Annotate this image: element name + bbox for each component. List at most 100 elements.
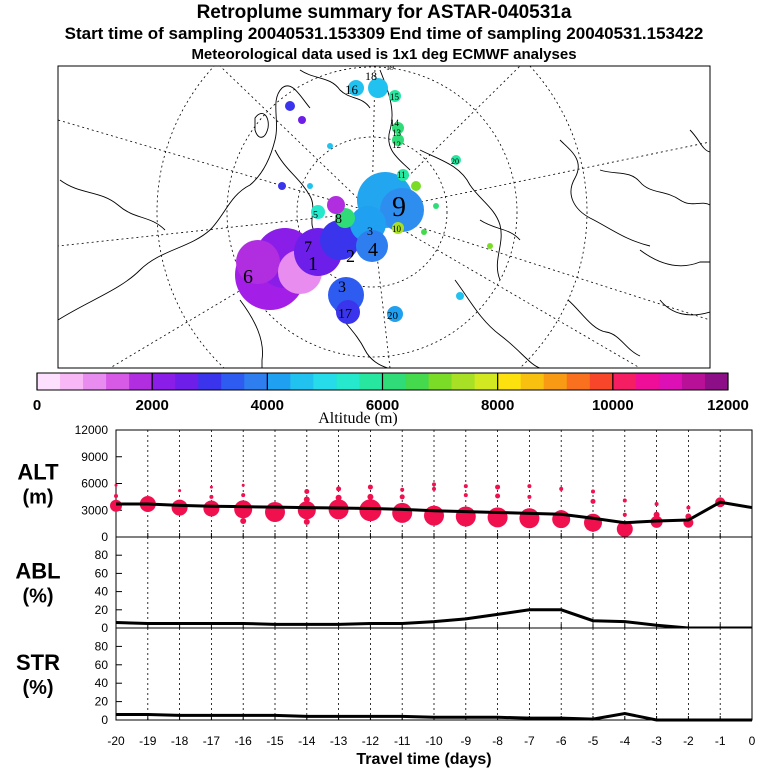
colorbar-tick-label: 10000 bbox=[592, 397, 634, 414]
map-label-16: 16 bbox=[345, 82, 359, 97]
y-tick-label: 9000 bbox=[81, 450, 108, 464]
map-label-17: 17 bbox=[338, 307, 352, 322]
plume-center-point bbox=[265, 502, 285, 523]
str-line bbox=[116, 712, 752, 722]
plume-center-point bbox=[424, 505, 444, 526]
plume-center-point bbox=[616, 520, 633, 537]
colorbar-cell bbox=[382, 373, 407, 390]
map-panel: 1 2 3 4 5 6 7 8 9 10 11 12 13 14 15 16 1… bbox=[57, 65, 711, 369]
y-tick-label: 0 bbox=[101, 621, 108, 635]
y-tick-label: 12000 bbox=[75, 423, 109, 437]
mean-altitude-line bbox=[116, 500, 753, 525]
altitude-scatter-point bbox=[367, 493, 374, 500]
x-tick-label: -9 bbox=[460, 734, 471, 748]
map-label-14: 14 bbox=[390, 118, 400, 128]
latitude-circles bbox=[156, 66, 588, 368]
x-tick-label: -1 bbox=[715, 734, 726, 748]
map-label-9: 9 bbox=[392, 192, 406, 223]
plume-center-point bbox=[359, 499, 382, 522]
map-label-15: 15 bbox=[390, 92, 400, 102]
y-tick-label: 60 bbox=[95, 566, 109, 580]
map-label-5: 5 bbox=[313, 210, 318, 221]
colorbar-cell bbox=[198, 373, 222, 390]
colorbar-tick-label: 2000 bbox=[135, 397, 168, 414]
colorbar-tick-label: 0 bbox=[33, 397, 41, 414]
x-tick-label: -16 bbox=[235, 734, 253, 748]
plume-circle bbox=[278, 182, 286, 190]
altitude-scatter-point bbox=[622, 512, 627, 517]
colorbar-cell bbox=[589, 373, 614, 390]
altitude-scatter-point bbox=[209, 485, 213, 489]
plume-circle bbox=[392, 134, 404, 146]
colorbar-cell bbox=[451, 373, 476, 390]
colorbar-tick-label: 12000 bbox=[707, 397, 749, 414]
altitude-scatter-point bbox=[527, 494, 532, 499]
colorbar-cell bbox=[336, 373, 360, 390]
colorbar-cell bbox=[520, 373, 545, 390]
map-label-1: 1 bbox=[308, 253, 318, 275]
colorbar-cell bbox=[175, 373, 199, 390]
altitude-scatter-point bbox=[527, 484, 532, 489]
plume-circle bbox=[397, 169, 409, 181]
map-label-7: 7 bbox=[304, 239, 312, 256]
altitude-scatter-point bbox=[240, 517, 247, 524]
altitude-scatter-point bbox=[686, 505, 691, 510]
colorbar-cell bbox=[83, 373, 107, 390]
y-tick-label: 60 bbox=[95, 658, 109, 672]
plume-circle bbox=[368, 78, 388, 98]
x-tick-label: -12 bbox=[362, 734, 380, 748]
altitude-scatter-point bbox=[432, 486, 436, 491]
panel-unit-str: (%) bbox=[22, 677, 53, 699]
x-tick-label: -6 bbox=[556, 734, 567, 748]
sampling-times: Start time of sampling 20040531.153309 E… bbox=[64, 24, 704, 43]
plume-circle bbox=[285, 101, 295, 111]
altitude-scatter-point bbox=[241, 493, 246, 498]
x-tick-label: -14 bbox=[298, 734, 316, 748]
colorbar-tick-label: 8000 bbox=[481, 397, 514, 414]
plume-center-point bbox=[487, 507, 508, 528]
altitude-scatter-point bbox=[400, 487, 405, 492]
altitude-scatter-point bbox=[367, 484, 373, 490]
plume-center-point bbox=[203, 500, 220, 517]
altitude-scatter-point bbox=[591, 489, 595, 494]
plume-circle bbox=[451, 155, 461, 165]
map-label-8: 8 bbox=[335, 212, 342, 227]
colorbar-cell bbox=[635, 373, 660, 390]
colorbar-cell bbox=[612, 373, 637, 390]
map-label-3b: 3 bbox=[367, 224, 373, 238]
x-tick-label: 0 bbox=[749, 734, 756, 748]
colorbar-cell bbox=[405, 373, 430, 390]
plume-center-point bbox=[297, 501, 316, 520]
x-tick-label: -3 bbox=[651, 734, 662, 748]
map-label-18: 18 bbox=[365, 69, 377, 83]
coastlines bbox=[58, 69, 710, 368]
y-tick-label: 80 bbox=[95, 639, 109, 653]
plume-circle bbox=[298, 116, 306, 124]
altitude-scatter-point bbox=[463, 493, 468, 498]
y-tick-label: 40 bbox=[95, 585, 109, 599]
y-tick-label: 40 bbox=[95, 676, 109, 690]
plume-center-point bbox=[455, 506, 476, 527]
altitude-scatter-point bbox=[304, 489, 310, 495]
y-tick-label: 0 bbox=[101, 530, 108, 544]
plume-circle bbox=[392, 222, 404, 234]
map-day-labels: 1 2 3 4 5 6 7 8 9 10 11 12 13 14 15 16 1… bbox=[243, 66, 459, 322]
y-tick-label: 3000 bbox=[81, 503, 108, 517]
x-tick-label: -11 bbox=[394, 734, 411, 748]
altitude-scatter-point bbox=[209, 494, 214, 499]
altitude-scatter-point bbox=[399, 494, 405, 500]
meteo-info: Meteorological data used is 1x1 deg ECMW… bbox=[191, 46, 577, 63]
map-label-12: 12 bbox=[392, 140, 401, 150]
map-label-11: 11 bbox=[397, 170, 406, 180]
x-tick-label: -20 bbox=[107, 734, 125, 748]
plume-circle bbox=[387, 306, 403, 322]
map-label-4: 4 bbox=[368, 239, 378, 261]
time-series-panels: 030006000900012000ALT(m)020406080ABL(%)0… bbox=[15, 423, 755, 768]
plume-center-point bbox=[234, 500, 253, 519]
y-tick-label: 80 bbox=[95, 548, 109, 562]
colorbar-tick-label: 4000 bbox=[251, 397, 284, 414]
y-tick-label: 0 bbox=[101, 713, 108, 727]
colorbar-cell bbox=[129, 373, 153, 390]
colorbar-cell bbox=[106, 373, 130, 390]
map-label-13: 13 bbox=[392, 128, 402, 138]
